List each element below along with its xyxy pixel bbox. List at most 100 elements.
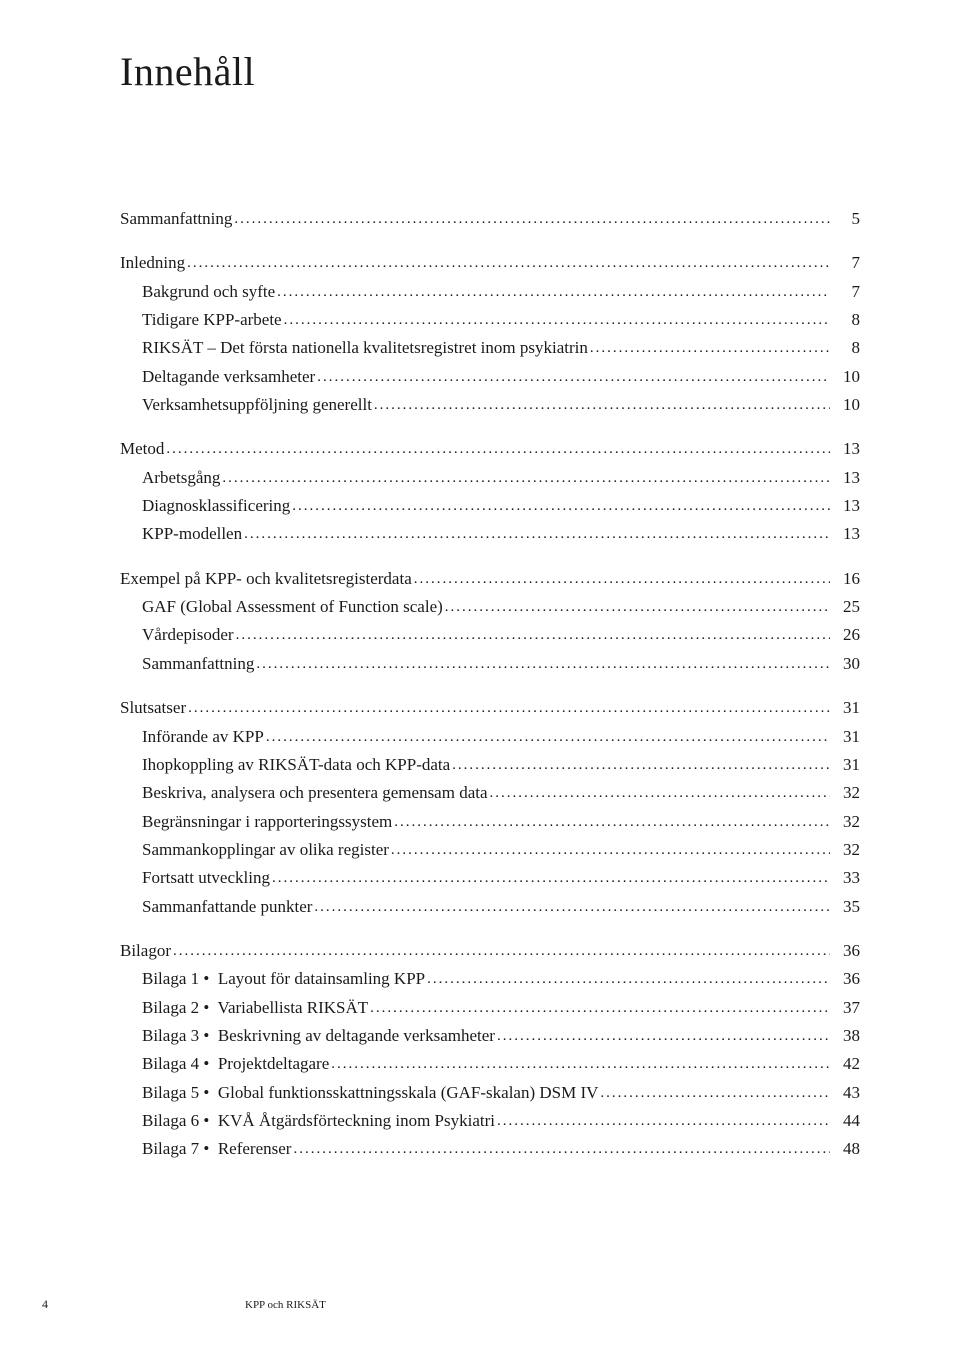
- toc-leader-dots: [370, 995, 830, 1021]
- toc-leader-dots: [452, 752, 830, 778]
- toc-row: Bilagor 36: [120, 937, 860, 965]
- toc-entry-label: RIKSÄT – Det första nationella kvalitets…: [142, 335, 588, 361]
- toc-entry-page: 31: [832, 724, 860, 750]
- toc-leader-dots: [272, 865, 830, 891]
- toc-entry-page: 13: [832, 436, 860, 462]
- toc-entry-label: Ihopkoppling av RIKSÄT-data och KPP-data: [142, 752, 450, 778]
- toc-row: Sammankopplingar av olika register32: [120, 836, 860, 864]
- toc-row: Bilaga 2Variabellista RIKSÄT37: [120, 994, 860, 1022]
- toc-leader-dots: [314, 894, 830, 920]
- toc-entry-label: Sammanfattande punkter: [142, 894, 312, 920]
- toc-group-gap: [120, 233, 860, 249]
- toc-leader-dots: [284, 307, 830, 333]
- toc-row: KPP-modellen13: [120, 520, 860, 548]
- toc-row: Tidigare KPP-arbete8: [120, 306, 860, 334]
- page-title: Innehåll: [120, 48, 860, 95]
- toc-entry-page: 31: [832, 695, 860, 721]
- toc-row: Diagnosklassificering13: [120, 492, 860, 520]
- toc-entry-page: 33: [832, 865, 860, 891]
- toc-group-gap: [120, 419, 860, 435]
- toc-row: Bilaga 1Layout för datainsamling KPP36: [120, 965, 860, 993]
- toc-group-gap: [120, 549, 860, 565]
- toc-entry-label: KVÅ Åtgärdsförteckning inom Psykiatri: [199, 1108, 495, 1134]
- toc-leader-dots: [497, 1108, 830, 1134]
- toc-entry-prefix: Bilaga 3: [142, 1023, 199, 1049]
- toc-entry-label: GAF (Global Assessment of Function scale…: [142, 594, 443, 620]
- toc-leader-dots: [244, 521, 830, 547]
- toc-row: Sammanfattning 5: [120, 205, 860, 233]
- footer-page-number: 4: [42, 1297, 62, 1312]
- toc-entry-page: 38: [832, 1023, 860, 1049]
- toc-entry-page: 42: [832, 1051, 860, 1077]
- toc-entry-label: Arbetsgång: [142, 465, 220, 491]
- table-of-contents: Sammanfattning 5 Inledning7Bakgrund och sy…: [120, 205, 860, 1164]
- toc-entry-label: Bakgrund och syfte: [142, 279, 275, 305]
- toc-entry-page: 36: [832, 938, 860, 964]
- toc-leader-dots: [266, 724, 830, 750]
- toc-entry-page: 32: [832, 780, 860, 806]
- toc-leader-dots: [234, 206, 830, 232]
- toc-row: Bakgrund och syfte7: [120, 278, 860, 306]
- toc-entry-page: 7: [832, 250, 860, 276]
- toc-leader-dots: [600, 1080, 830, 1106]
- toc-entry-prefix: Bilaga 4: [142, 1051, 199, 1077]
- page-footer: 4 KPP och RIKSÄT: [42, 1297, 326, 1312]
- toc-row: Arbetsgång13: [120, 464, 860, 492]
- toc-row: Sammanfattande punkter 35: [120, 893, 860, 921]
- toc-row: Deltagande verksamheter10: [120, 363, 860, 391]
- toc-entry-page: 44: [832, 1108, 860, 1134]
- toc-leader-dots: [173, 938, 830, 964]
- footer-running-title: KPP och RIKSÄT: [245, 1299, 326, 1311]
- toc-entry-page: 16: [832, 566, 860, 592]
- toc-entry-label: Begränsningar i rapporteringssystem: [142, 809, 392, 835]
- toc-entry-page: 32: [832, 809, 860, 835]
- toc-row: Beskriva, analysera och presentera gemen…: [120, 779, 860, 807]
- toc-row: Bilaga 6KVÅ Åtgärdsförteckning inom Psyk…: [120, 1107, 860, 1135]
- toc-entry-label: Fortsatt utveckling: [142, 865, 270, 891]
- toc-entry-page: 10: [832, 392, 860, 418]
- toc-entry-label: Införande av KPP: [142, 724, 264, 750]
- toc-row: Slutsatser 31: [120, 694, 860, 722]
- toc-entry-label: Slutsatser: [120, 695, 186, 721]
- toc-leader-dots: [293, 1136, 830, 1162]
- toc-row: Inledning7: [120, 249, 860, 277]
- toc-entry-page: 32: [832, 837, 860, 863]
- toc-entry-page: 5: [832, 206, 860, 232]
- toc-entry-page: 31: [832, 752, 860, 778]
- toc-entry-label: Sammanfattning: [120, 206, 232, 232]
- toc-row: Fortsatt utveckling 33: [120, 864, 860, 892]
- toc-leader-dots: [292, 493, 830, 519]
- toc-entry-label: Referenser: [199, 1136, 291, 1162]
- toc-group-gap: [120, 921, 860, 937]
- toc-entry-label: Diagnosklassificering: [142, 493, 290, 519]
- toc-entry-page: 37: [832, 995, 860, 1021]
- toc-entry-label: Layout för datainsamling KPP: [199, 966, 425, 992]
- toc-entry-page: 8: [832, 335, 860, 361]
- toc-entry-prefix: Bilaga 6: [142, 1108, 199, 1134]
- toc-entry-page: 30: [832, 651, 860, 677]
- toc-entry-label: Verksamhetsuppföljning generellt: [142, 392, 372, 418]
- toc-entry-prefix: Bilaga 1: [142, 966, 199, 992]
- toc-row: Sammanfattning 30: [120, 650, 860, 678]
- toc-row: Verksamhetsuppföljning generellt 10: [120, 391, 860, 419]
- toc-entry-label: Bilagor: [120, 938, 171, 964]
- toc-entry-page: 43: [832, 1080, 860, 1106]
- toc-row: Bilaga 7Referenser48: [120, 1135, 860, 1163]
- toc-row: Vårdepisoder26: [120, 621, 860, 649]
- toc-row: Exempel på KPP- och kvalitetsregisterdat…: [120, 565, 860, 593]
- toc-leader-dots: [256, 651, 830, 677]
- toc-row: Bilaga 4Projektdeltagare 42: [120, 1050, 860, 1078]
- toc-row: Ihopkoppling av RIKSÄT-data och KPP-data…: [120, 751, 860, 779]
- toc-leader-dots: [427, 966, 830, 992]
- toc-entry-page: 35: [832, 894, 860, 920]
- toc-leader-dots: [188, 695, 830, 721]
- toc-leader-dots: [187, 250, 830, 276]
- toc-leader-dots: [497, 1023, 830, 1049]
- toc-leader-dots: [317, 364, 830, 390]
- toc-entry-label: Projektdeltagare: [199, 1051, 329, 1077]
- toc-entry-label: Sammanfattning: [142, 651, 254, 677]
- toc-entry-page: 48: [832, 1136, 860, 1162]
- toc-leader-dots: [445, 594, 830, 620]
- toc-entry-label: Beskriva, analysera och presentera gemen…: [142, 780, 488, 806]
- toc-leader-dots: [394, 809, 830, 835]
